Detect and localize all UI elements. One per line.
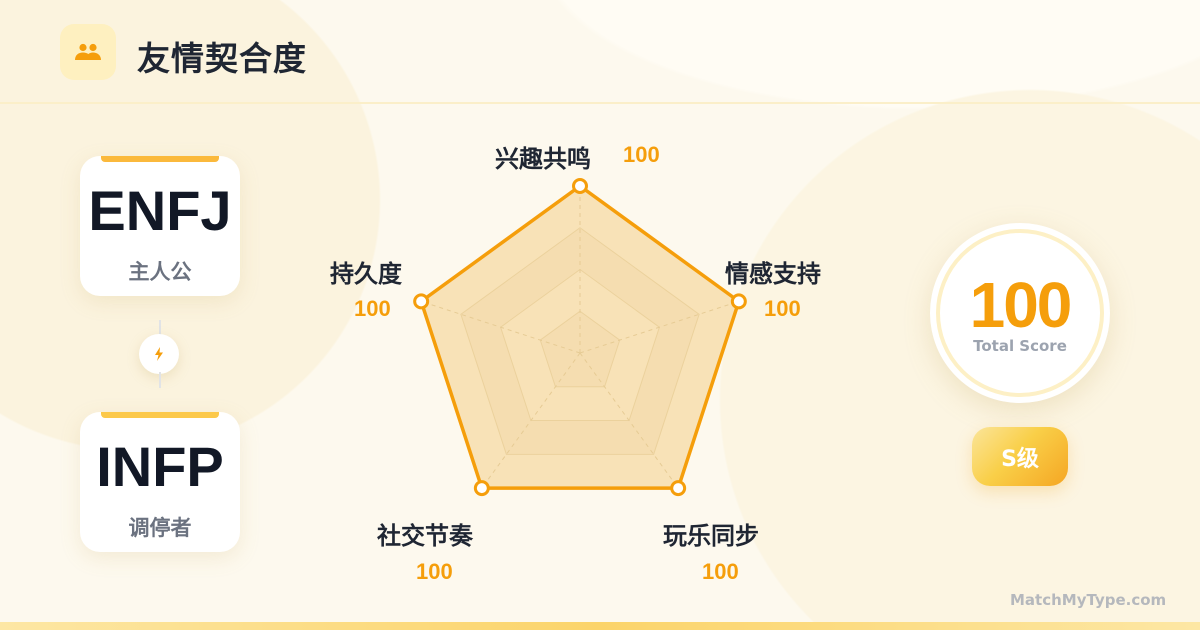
mbti-type: ENFJ [88,179,232,242]
axis-value: 100 [354,296,391,321]
header: 友情契合度 [0,0,1200,104]
mbti-type: INFP [96,435,224,498]
connector-line [159,320,161,336]
lightning-icon [139,334,179,374]
total-score-label: Total Score [973,337,1067,355]
person-card-2: INFP 调停者 [80,412,240,552]
axis-label: 情感支持 [725,260,821,288]
axis-label: 持久度 [330,260,402,288]
card-accent-bar [101,156,219,162]
axis-label: 社交节奏 [377,522,473,550]
total-score-badge: 100 Total Score [930,223,1110,403]
footer-brand: MatchMyType.com [1010,591,1167,609]
users-icon [60,24,116,80]
card-accent-bar [101,412,219,418]
axis-value: 100 [764,296,801,321]
data-point [413,293,430,310]
data-point [670,480,687,497]
connector-line [159,372,161,388]
data-point [473,480,490,497]
mbti-role: 调停者 [128,516,192,540]
bottom-bar [0,622,1200,630]
data-area [419,184,741,490]
data-point [730,293,747,310]
total-score-value: 100 [969,269,1073,341]
grid-spoke [481,352,581,489]
mbti-role: 主人公 [128,260,192,284]
axis-value: 100 [623,142,660,167]
data-point [572,178,588,194]
person-card-1: ENFJ 主人公 [80,156,240,296]
grade-badge: S级 [972,427,1068,486]
axis-value: 100 [702,559,739,584]
grid-spoke [579,300,739,354]
score-ring [936,229,1104,397]
axis-label: 玩乐同步 [663,522,759,550]
grid-spoke [579,352,679,489]
grid-spoke [421,300,581,354]
axis-label: 兴趣共鸣 [495,145,591,173]
axis-value: 100 [416,559,453,584]
page-title: 友情契合度 [137,39,307,78]
